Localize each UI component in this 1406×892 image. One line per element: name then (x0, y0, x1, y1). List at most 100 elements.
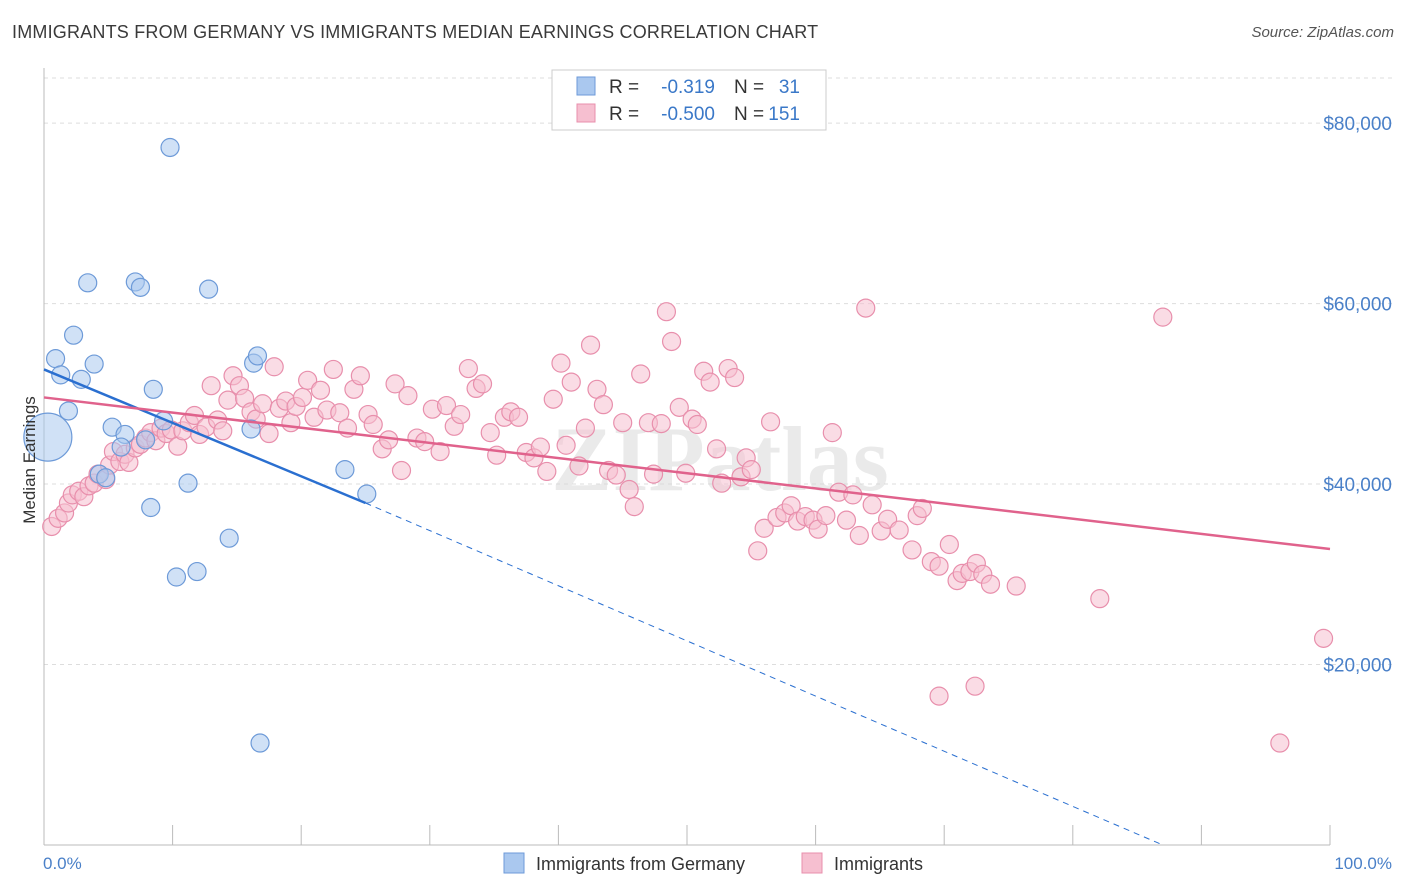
y-axis-label: Median Earnings (20, 396, 39, 524)
pink-point (862, 495, 882, 515)
pink-point (436, 395, 457, 416)
pink-point (472, 374, 493, 394)
blue-point (23, 412, 73, 462)
blue-point (84, 354, 104, 374)
pink-point (458, 358, 478, 379)
blue-point (247, 346, 268, 366)
correlation-legend: R = -0.319 N = 31 R = -0.500 N = 151 (551, 69, 827, 131)
pink-point (939, 534, 959, 555)
pink-point (902, 540, 922, 560)
pink-point (575, 418, 596, 438)
legend-n-value-2: 151 (768, 104, 800, 125)
blue-point (241, 419, 261, 439)
pink-point (822, 423, 842, 443)
pink-point (661, 331, 682, 352)
pink-trend-line (43, 396, 1331, 551)
blue-point (58, 401, 79, 421)
pink-point (1153, 307, 1173, 327)
bottom-legend-label-blue: Immigrants from Germany (536, 854, 745, 874)
bottom-legend-swatch-pink (801, 852, 823, 874)
pink-point (330, 403, 350, 423)
pink-point (398, 386, 418, 406)
series-legend: Immigrants from Germany Immigrants (503, 852, 923, 874)
pink-point (849, 525, 869, 546)
pink-point (760, 412, 781, 432)
pink-point (292, 387, 313, 408)
blue-point (219, 528, 239, 548)
pink-point (929, 686, 949, 706)
pink-point (310, 380, 331, 400)
pink-point (218, 390, 238, 410)
grid-lines (44, 77, 1393, 666)
blue-point (187, 561, 207, 582)
axes (43, 68, 1331, 846)
pink-point (669, 397, 689, 417)
blue-point (199, 279, 219, 299)
pink-point (741, 460, 761, 480)
pink-point (656, 302, 677, 322)
pink-point (1313, 628, 1334, 648)
pink-point (836, 510, 857, 530)
pink-point (530, 437, 550, 457)
pink-point (391, 460, 412, 481)
pink-point (556, 435, 576, 455)
legend-n-label-1: N = (734, 77, 764, 98)
legend-swatch-blue (576, 76, 596, 96)
pink-point (451, 404, 471, 425)
legend-swatch-pink (576, 103, 596, 123)
legend-r-label-2: R = (609, 104, 639, 125)
pink-point (1270, 733, 1290, 753)
pink-point (508, 407, 529, 427)
trend-lines (43, 368, 1331, 846)
legend-r-value-1: -0.319 (661, 77, 715, 98)
pink-point (929, 556, 949, 576)
pink-point (700, 372, 720, 392)
blue-trend-line (43, 368, 366, 505)
x-tick-label-min: 0.0% (43, 854, 82, 873)
pink-point (1090, 589, 1110, 609)
pink-point (651, 414, 671, 434)
pink-point (385, 374, 405, 394)
legend-n-value-1: 31 (779, 77, 800, 98)
pink-point (363, 414, 383, 435)
blue-point (160, 137, 180, 158)
blue-point (63, 325, 84, 345)
blue-point (135, 430, 156, 450)
pink-point (259, 423, 279, 444)
pink-point (480, 423, 500, 443)
pink-point (631, 364, 651, 384)
pink-point (593, 395, 614, 415)
blue-point (96, 468, 116, 488)
pink-point (748, 541, 768, 561)
pink-point (1006, 576, 1026, 596)
pink-point (561, 372, 581, 392)
pink-point (965, 676, 985, 696)
pink-point (619, 479, 639, 500)
pink-point (889, 520, 909, 540)
bottom-legend-label-pink: Immigrants (834, 854, 923, 874)
x-tick-labels: 0.0% 100.0% (43, 854, 1392, 873)
pink-point (843, 485, 863, 505)
blue-point (335, 460, 355, 480)
pink-point (580, 335, 601, 355)
pink-point (323, 359, 343, 380)
blue-point (250, 733, 270, 753)
blue-series-points (23, 137, 377, 753)
pink-point (253, 394, 273, 414)
pink-point (350, 366, 370, 386)
legend-n-label-2: N = (734, 104, 764, 125)
pink-point (213, 421, 233, 441)
blue-trend-extension (365, 502, 1164, 846)
blue-point (111, 437, 131, 457)
y-tick-label: $80,000 (1323, 114, 1392, 135)
pink-point (754, 518, 774, 538)
pink-point (201, 376, 221, 396)
pink-point (706, 439, 727, 459)
chart-source: Source: ZipAtlas.com (1251, 24, 1394, 41)
blue-point (166, 567, 187, 587)
blue-point (178, 473, 198, 493)
pink-point (613, 413, 633, 433)
blue-point (357, 484, 377, 504)
y-tick-label: $40,000 (1323, 475, 1392, 496)
